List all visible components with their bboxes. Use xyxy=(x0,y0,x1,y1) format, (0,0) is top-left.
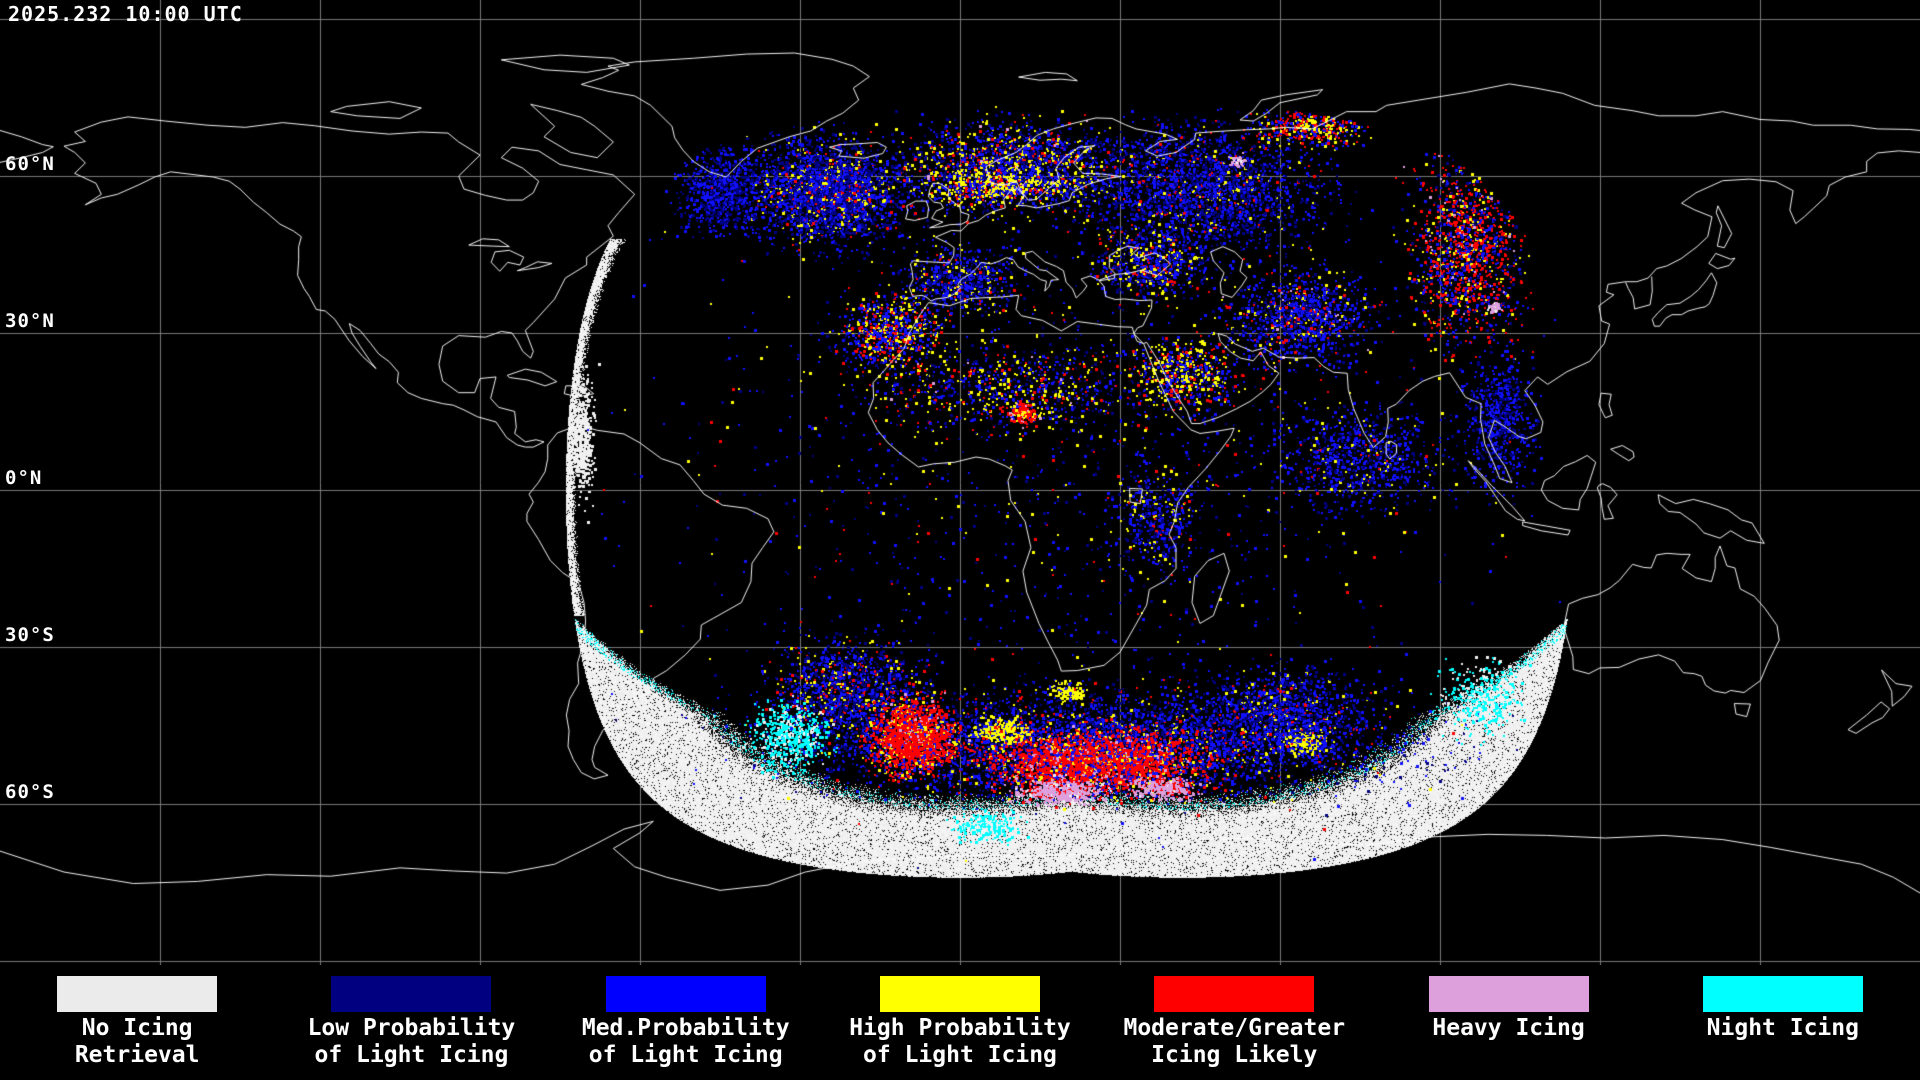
legend-swatch-moderate-greater xyxy=(1154,976,1315,1012)
latitude-label: 60°N xyxy=(5,153,55,175)
legend-item: No Icing Retrieval xyxy=(0,965,274,1080)
timestamp-label: 2025.232 10:00 UTC xyxy=(8,2,243,26)
latitude-label: 30°N xyxy=(5,310,55,332)
legend-label: High Probability of Light Icing xyxy=(849,1015,1071,1068)
legend-swatch-night-icing xyxy=(1702,976,1863,1012)
latitude-label: 30°S xyxy=(5,624,55,646)
latitude-label: 0°N xyxy=(5,467,43,489)
legend-item: High Probability of Light Icing xyxy=(823,965,1097,1080)
legend-label: Moderate/Greater Icing Likely xyxy=(1123,1015,1346,1068)
legend-swatch-no-retrieval xyxy=(57,976,218,1012)
legend-swatch-high-probability xyxy=(879,976,1040,1012)
legend: No Icing Retrieval Low Probability of Light… xyxy=(0,965,1920,1080)
legend-label: Night Icing xyxy=(1706,1015,1859,1041)
legend-item: Night Icing xyxy=(1646,965,1920,1080)
legend-item: Heavy Icing xyxy=(1371,965,1645,1080)
legend-swatch-med-probability xyxy=(605,976,766,1012)
legend-item: Med.Probability of Light Icing xyxy=(549,965,823,1080)
legend-item: Low Probability of Light Icing xyxy=(274,965,548,1080)
legend-item: Moderate/Greater Icing Likely xyxy=(1097,965,1371,1080)
world-icing-map xyxy=(0,0,1920,965)
legend-label: Low Probability of Light Icing xyxy=(307,1015,516,1068)
legend-label: No Icing Retrieval xyxy=(74,1015,200,1068)
legend-label: Med.Probability of Light Icing xyxy=(581,1015,790,1068)
legend-swatch-heavy-icing xyxy=(1428,976,1589,1012)
legend-label: Heavy Icing xyxy=(1432,1015,1585,1041)
latitude-label: 60°S xyxy=(5,781,55,803)
legend-swatch-low-probability xyxy=(331,976,492,1012)
